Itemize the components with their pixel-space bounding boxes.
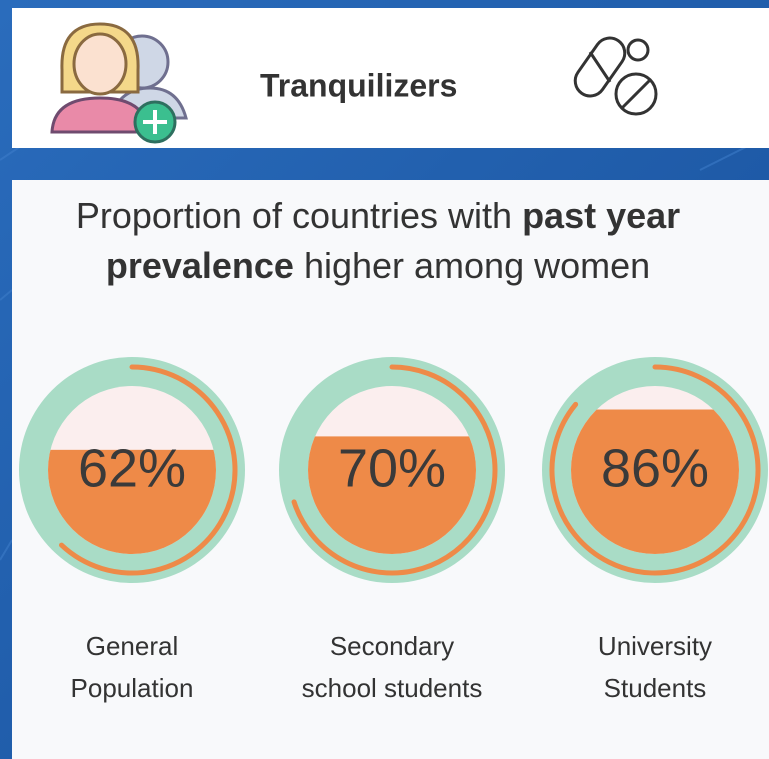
chart-title-line: Proportion of countries with past year [76, 195, 680, 236]
gauge-arc [58, 364, 238, 576]
title-segment: higher among women [294, 245, 650, 286]
category-label: University [598, 631, 712, 661]
category-label: Population [71, 673, 194, 703]
title-segment: Proportion of countries with [76, 195, 522, 236]
chart-title-line: prevalence higher among women [106, 245, 650, 286]
category-label: General [86, 631, 179, 661]
gauges: 62% General Population 70% Secondary school s… [19, 357, 768, 703]
value-label: 62% [78, 438, 186, 498]
category-label: Secondary [330, 631, 454, 661]
gauge-arc [549, 364, 761, 576]
header-title: Tranquilizers [260, 67, 457, 103]
title-segment: prevalence [106, 245, 294, 286]
category-label: Students [604, 673, 707, 703]
gauge-arc [291, 364, 498, 576]
title-segment: past year [522, 195, 680, 236]
category-label: school students [302, 673, 483, 703]
value-label: 86% [601, 438, 709, 498]
gauge-fill [571, 409, 739, 554]
pills-icon [573, 36, 658, 116]
people-icon [50, 22, 188, 144]
value-label: 70% [338, 438, 446, 498]
